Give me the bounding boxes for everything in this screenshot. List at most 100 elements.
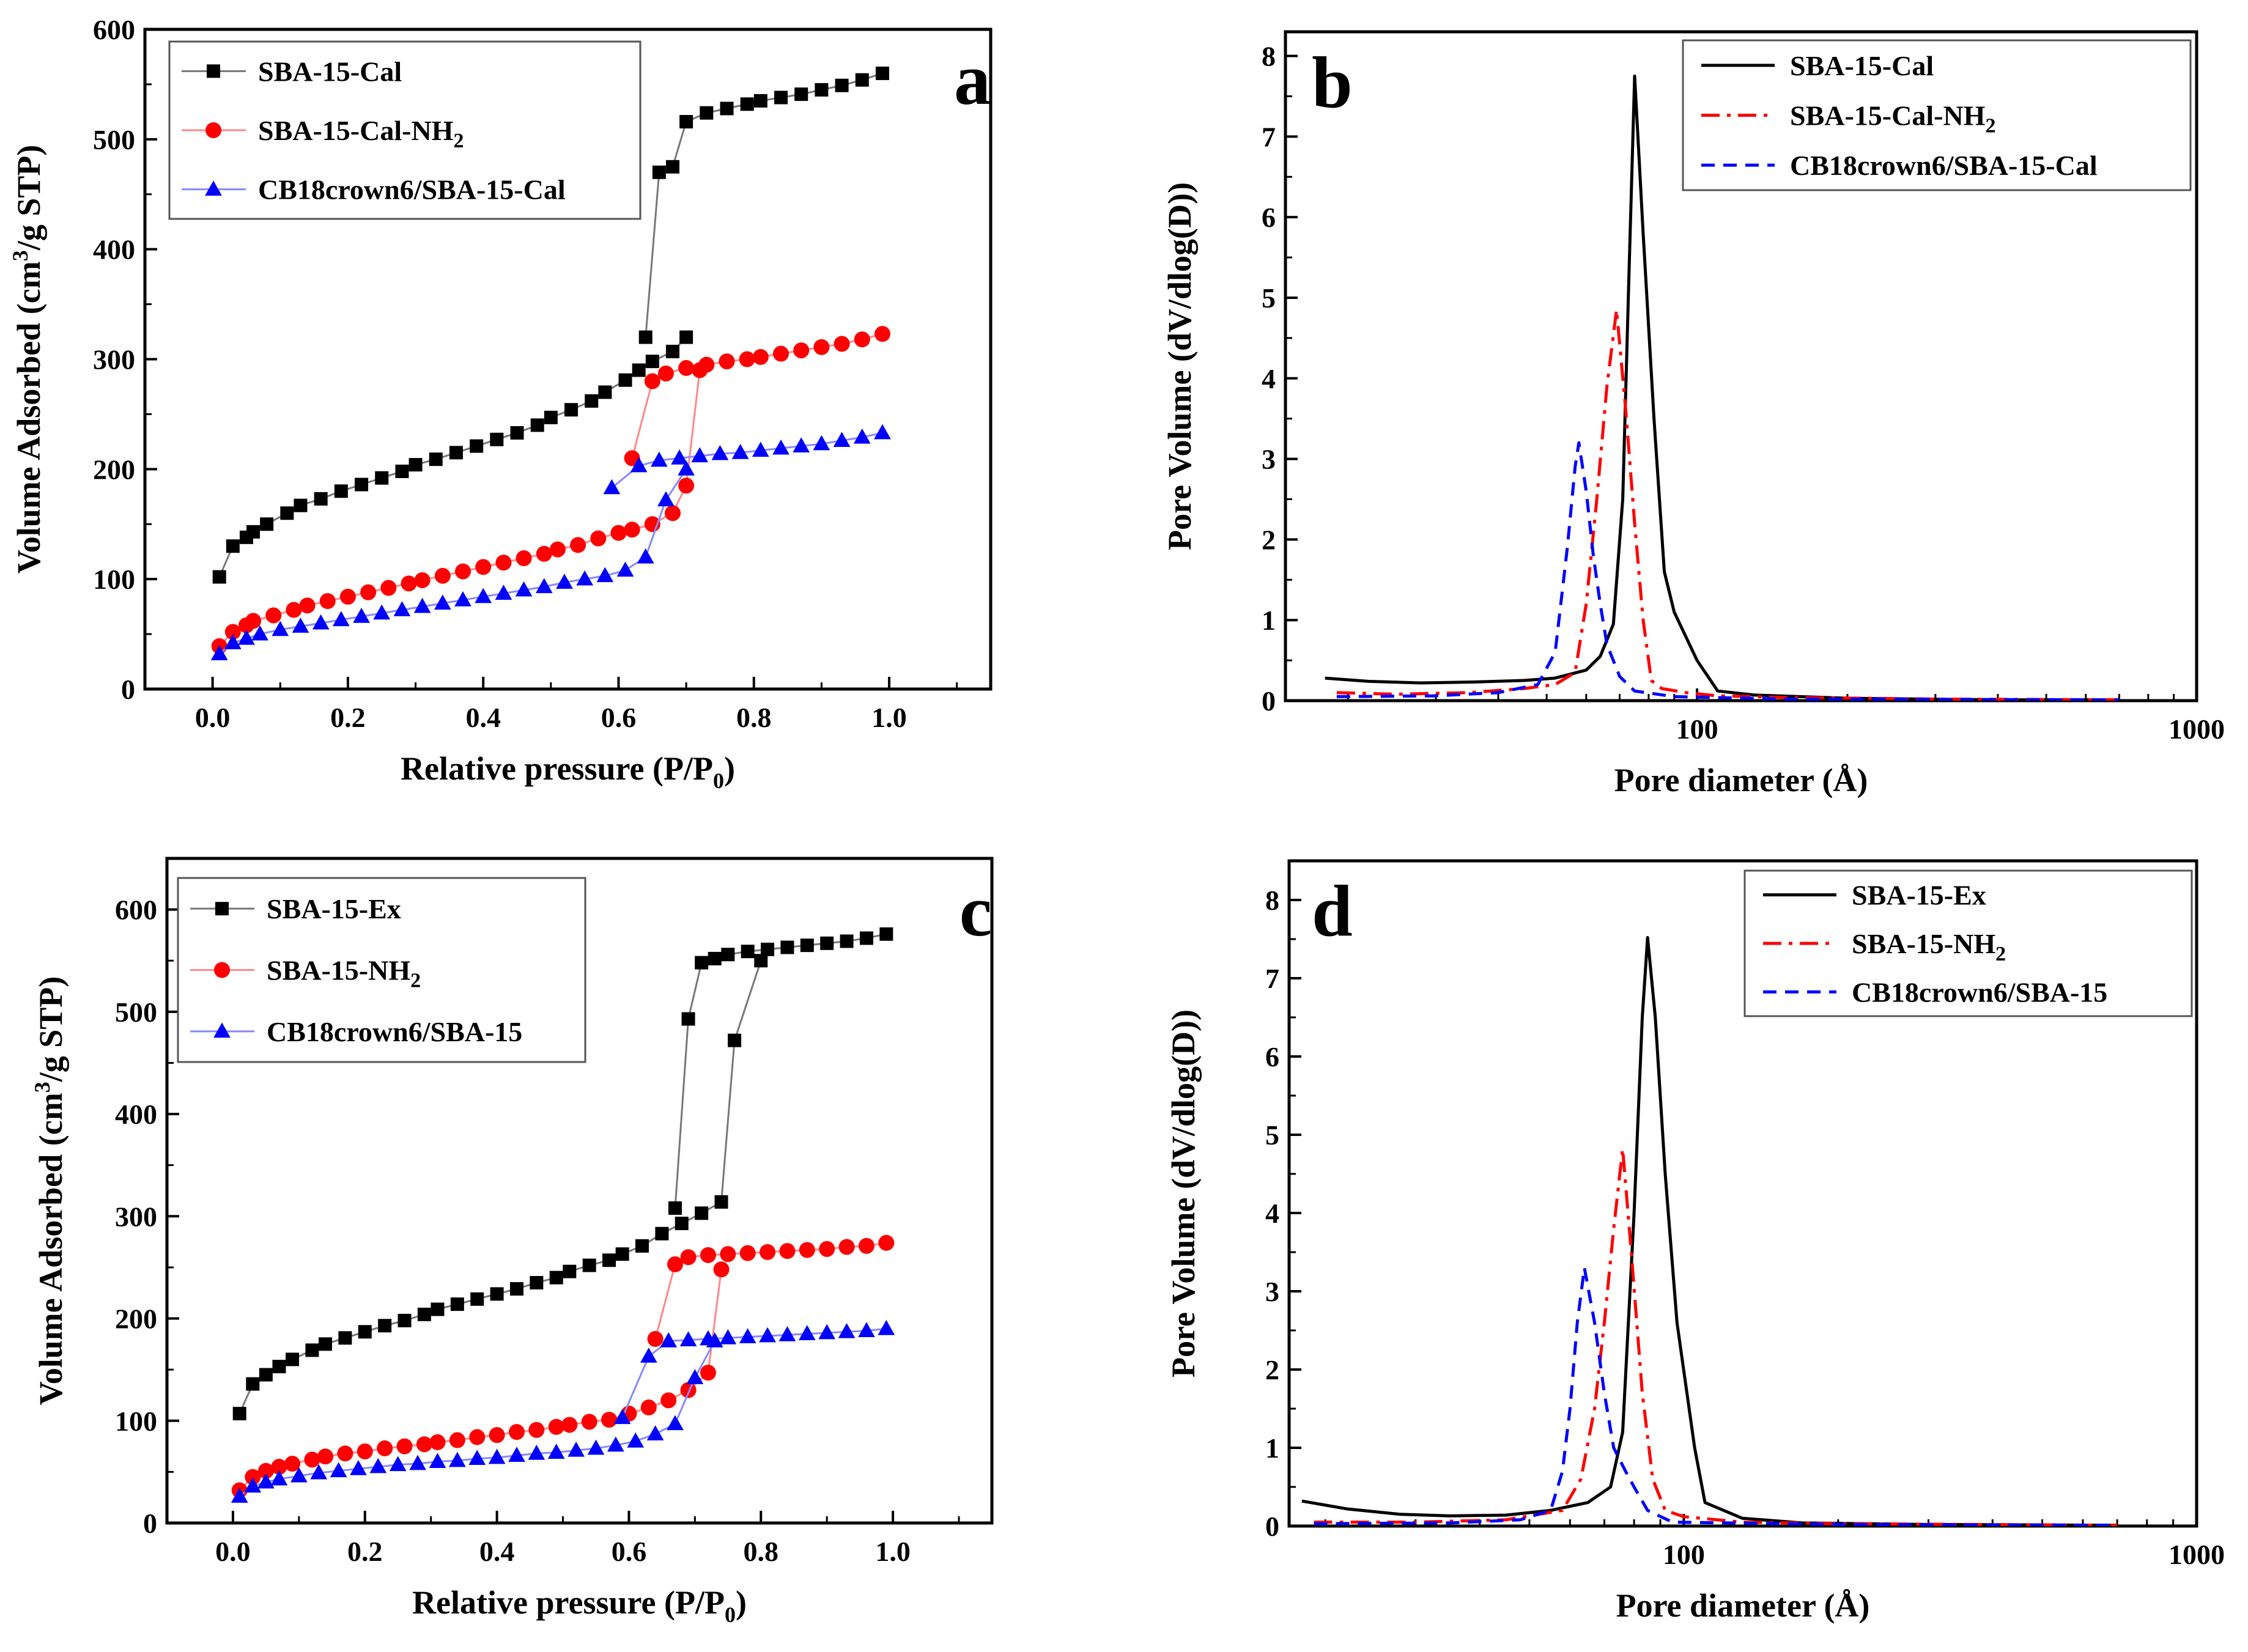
data-point-circle	[401, 575, 417, 592]
data-point-triangle	[711, 444, 729, 460]
chart-panel-d: 100 1000 0 1 2 3 4 5 6 7 8 Pore diameter (Å) Pore Vo…	[1165, 859, 2225, 1624]
data-point-square	[232, 1407, 246, 1421]
y-axis-title-superscript: 3	[30, 1082, 54, 1093]
data-point-triangle	[231, 1488, 248, 1503]
data-point-circle	[700, 1365, 716, 1381]
x-tick-label: 1000	[2169, 1539, 2225, 1570]
legend-item: CB18crown6/SBA-15-Cal	[1701, 150, 2098, 181]
legend-label-main: CB18crown6/SBA-15	[267, 1016, 522, 1047]
x-tick-label: 0.6	[612, 1536, 647, 1567]
data-point-square	[635, 1239, 649, 1253]
x-tick-label: 1000	[2169, 714, 2225, 745]
data-point-triangle	[813, 435, 830, 451]
data-point-circle	[678, 360, 695, 376]
data-point-triangle	[257, 1473, 275, 1489]
x-axis-title-main: Pore diameter (Å)	[1616, 1587, 1870, 1624]
legend: SBA-15-Ex SBA-15-NH2 CB18crown6/SBA-15	[177, 877, 586, 1063]
data-point-square	[510, 426, 524, 440]
data-point-circle	[680, 1249, 697, 1266]
data-point-square	[215, 902, 229, 916]
x-tick-label: 100	[1663, 1539, 1705, 1570]
data-point-triangle	[616, 561, 634, 577]
data-point-circle	[660, 1392, 677, 1409]
x-axis-title: Relative pressure (P/P0)	[412, 1584, 747, 1627]
legend-item: SBA-15-NH2	[190, 955, 421, 992]
data-point-square	[246, 1377, 260, 1391]
data-point-triangle	[409, 1455, 426, 1470]
data-point-square	[794, 87, 808, 101]
data-point-square	[840, 934, 854, 948]
data-point-circle	[469, 1429, 486, 1445]
data-point-circle	[245, 613, 262, 629]
series-sba-15-nh2	[1314, 1147, 2118, 1526]
data-point-circle	[561, 1417, 578, 1433]
data-point-square	[338, 1331, 352, 1345]
data-point-circle	[878, 1234, 895, 1251]
data-point-circle	[640, 1399, 657, 1416]
data-point-circle	[380, 580, 397, 596]
legend-label-subscript: 2	[1985, 115, 1995, 138]
adsorption-branch-line	[238, 1340, 716, 1497]
data-point-circle	[357, 1443, 373, 1459]
data-point-triangle	[310, 1464, 328, 1480]
data-point-circle	[516, 550, 532, 566]
data-point-triangle	[434, 594, 451, 610]
data-point-square	[549, 1270, 563, 1285]
x-tick-label: 0.0	[215, 1536, 251, 1567]
data-point-square	[618, 373, 632, 387]
data-point-square	[675, 1217, 689, 1231]
data-point-circle	[799, 1242, 815, 1258]
data-point-triangle	[353, 607, 370, 623]
y-tick-label: 8	[1265, 885, 1279, 916]
data-point-square	[835, 78, 849, 92]
data-point-square	[632, 363, 646, 377]
data-point-square	[375, 471, 389, 485]
y-tick-label: 100	[115, 1406, 157, 1437]
series-line	[1314, 1266, 2118, 1526]
y-tick-label: 400	[115, 1099, 157, 1130]
data-point-square	[417, 1307, 431, 1321]
y-axis-title: Volume Adsorbed (cm3/g STP)	[30, 976, 69, 1406]
x-tick-label: 1.0	[875, 1536, 911, 1567]
legend-item: SBA-15-NH2	[1763, 928, 2006, 965]
legend-item: CB18crown6/SBA-15-Cal	[182, 174, 566, 205]
data-point-triangle	[793, 437, 810, 452]
y-tick-label: 600	[115, 894, 157, 926]
x-tick-label: 100	[1676, 714, 1718, 745]
legend-label-subscript: 2	[453, 130, 464, 152]
data-point-square	[563, 1264, 577, 1278]
data-point-triangle	[667, 1415, 684, 1431]
data-point-triangle	[251, 625, 268, 641]
data-point-triangle	[660, 1332, 678, 1348]
data-point-circle	[667, 1256, 683, 1272]
chart-panel-b: 100 1000 0 1 2 3 4 5 6 7 8 Pore diameter (Å) Pore Vo…	[1161, 30, 2225, 798]
legend-label-main: SBA-15-Cal	[258, 56, 402, 87]
plot-frame	[165, 857, 994, 1525]
chart-panel-c: 0.0 0.2 0.4 0.6 0.8 1.0 0 100 200 300 400 500 600 Rel…	[30, 857, 994, 1627]
data-point-triangle	[637, 548, 654, 564]
data-point-triangle	[535, 578, 553, 594]
data-point-circle	[414, 572, 431, 588]
data-point-triangle	[596, 567, 614, 583]
y-tick-label: 3	[1265, 1276, 1279, 1307]
data-point-triangle	[213, 1022, 231, 1038]
data-point-triangle	[640, 1348, 657, 1363]
data-point-circle	[257, 1462, 274, 1479]
data-point-square	[679, 330, 693, 344]
data-point-square	[431, 1302, 445, 1316]
x-tick-label: 0.4	[465, 702, 501, 733]
data-point-square	[754, 954, 768, 968]
data-point-square	[429, 452, 443, 466]
data-point-circle	[874, 326, 890, 342]
y-tick-label: 0	[1262, 685, 1276, 717]
data-point-circle	[495, 555, 512, 571]
legend-label-main: SBA-15-NH	[1852, 928, 1995, 959]
y-tick-label: 600	[93, 14, 135, 45]
data-point-circle	[773, 345, 789, 362]
data-point-triangle	[475, 588, 492, 603]
y-tick-label: 400	[93, 234, 135, 265]
y-tick-label: 1	[1265, 1433, 1279, 1464]
data-point-square	[259, 1368, 273, 1382]
y-tick-label: 4	[1265, 1198, 1279, 1229]
data-point-circle	[339, 588, 356, 605]
